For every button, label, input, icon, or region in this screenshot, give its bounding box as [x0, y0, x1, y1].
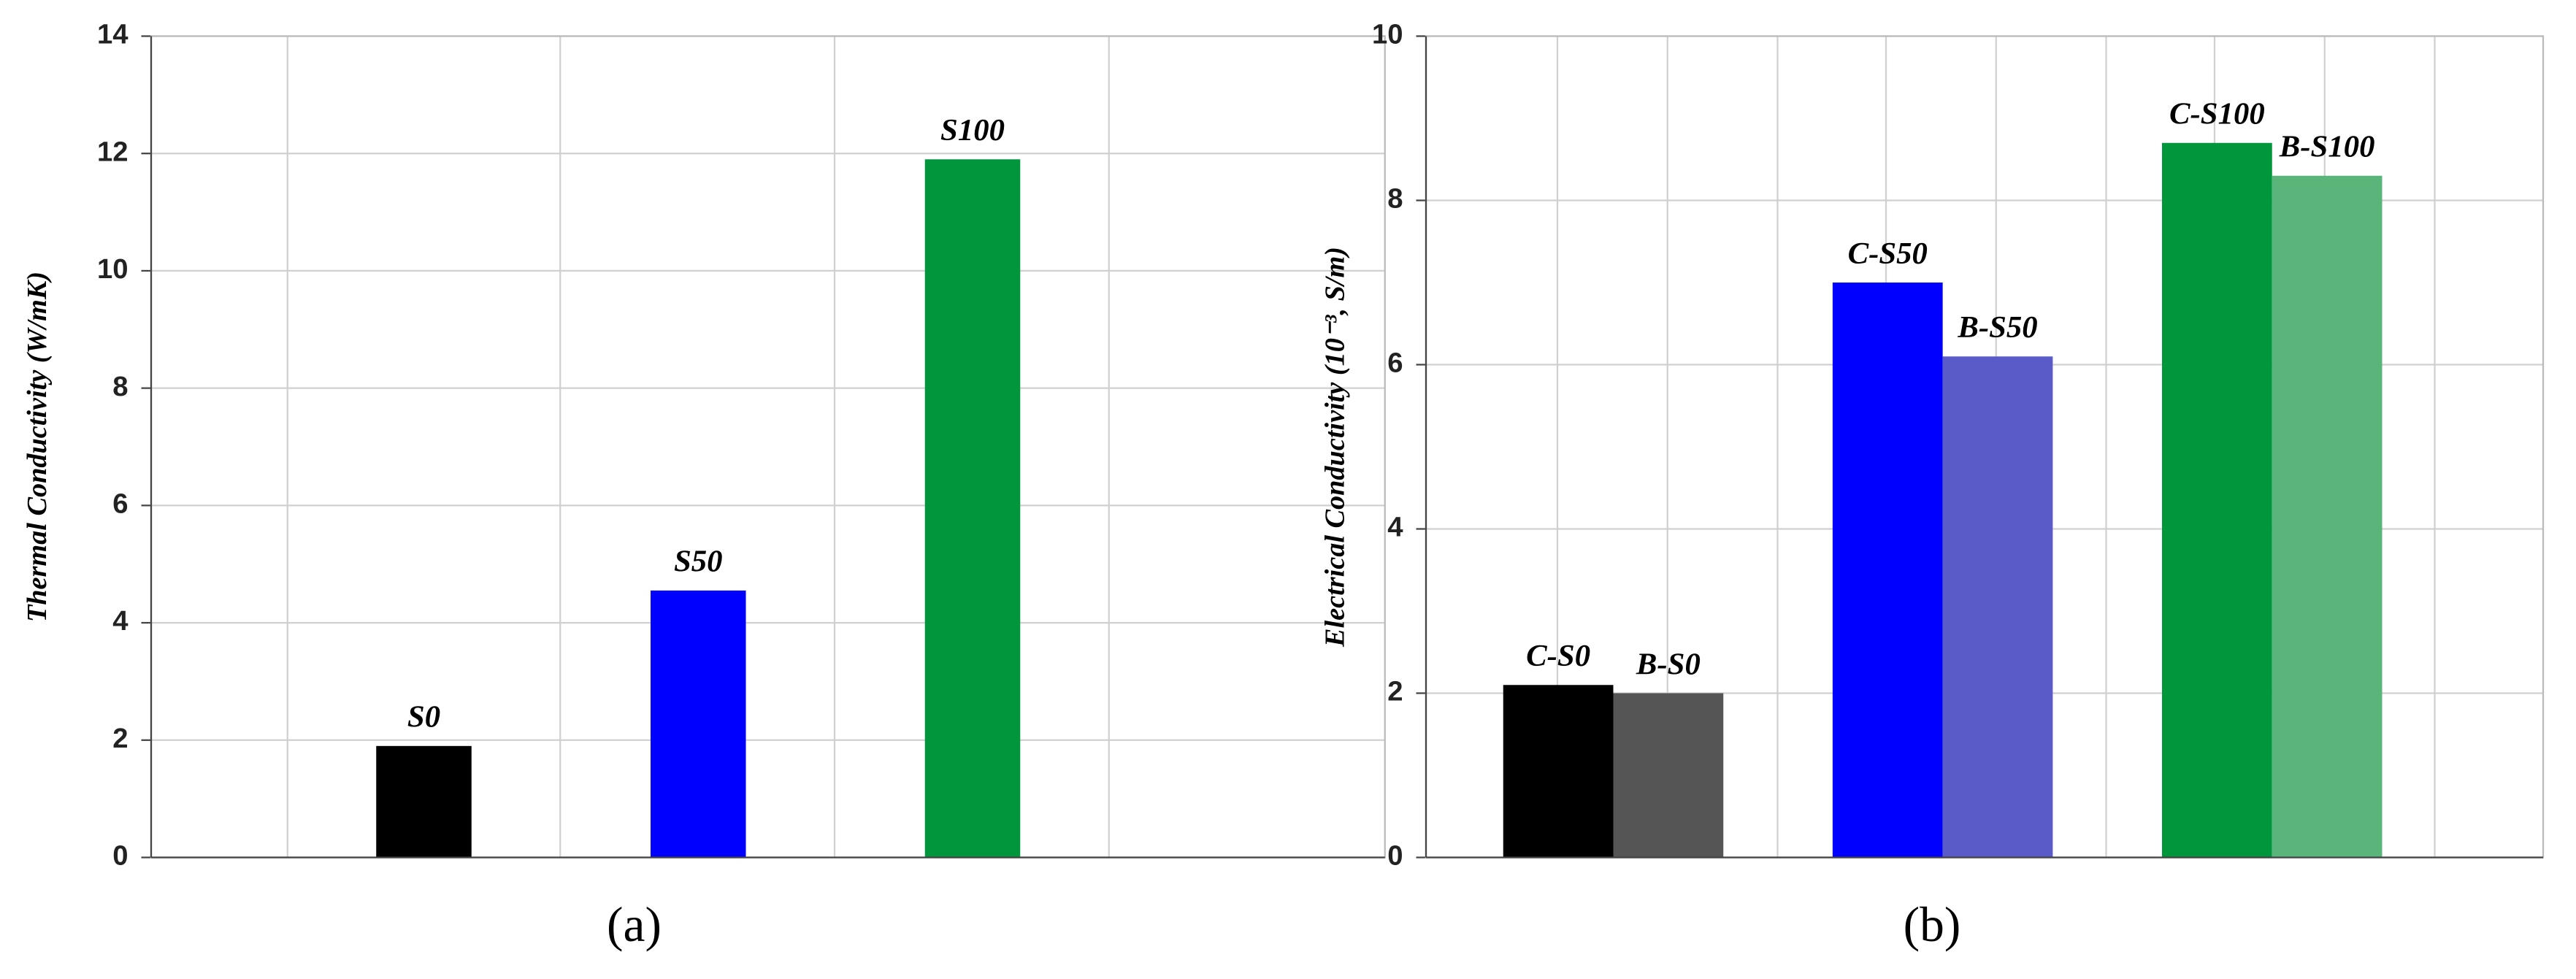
y-axis-title: Thermal Conductivity (W/mK)	[22, 272, 53, 622]
bar-label: S100	[940, 113, 1005, 147]
bar-label: C-S100	[2169, 97, 2265, 131]
bar-label: B-S50	[1957, 310, 2037, 345]
bar	[924, 159, 1021, 858]
y-tick-label: 12	[97, 136, 129, 167]
bar	[2162, 142, 2272, 858]
bar-label: B-S100	[2279, 130, 2375, 164]
bar	[1832, 283, 1943, 858]
bar-label: S50	[674, 545, 723, 579]
y-tick-label: 4	[1387, 512, 1403, 543]
y-tick-label: 6	[112, 488, 128, 519]
y-tick-label: 2	[1387, 676, 1403, 707]
y-tick-label: 2	[112, 723, 128, 754]
bar	[1503, 685, 1614, 858]
y-tick-label: 8	[1387, 183, 1403, 215]
bar-label: B-S0	[1636, 647, 1701, 681]
y-tick-label: 14	[97, 19, 129, 50]
bar	[651, 590, 746, 858]
y-axis-title: Electrical Conductivity (10⁻³, S/m)	[1319, 247, 1350, 648]
y-tick-label: 10	[97, 253, 129, 285]
y-tick-label: 0	[112, 840, 128, 872]
y-tick-label: 6	[1387, 348, 1403, 379]
bar	[376, 745, 472, 858]
bar	[1613, 693, 1724, 858]
plot-frame	[150, 35, 1386, 859]
y-tick-label: 8	[112, 371, 128, 402]
y-tick-label: 4	[112, 605, 129, 637]
bar	[2272, 175, 2383, 858]
bar-label: C-S50	[1848, 237, 1928, 271]
caption: (b)	[1904, 897, 1961, 952]
bar-label: S0	[407, 700, 440, 734]
bar	[1942, 356, 2053, 858]
bar-label: C-S0	[1526, 639, 1590, 673]
caption: (a)	[607, 897, 662, 952]
y-tick-label: 10	[1372, 19, 1403, 50]
y-tick-label: 0	[1387, 840, 1403, 872]
